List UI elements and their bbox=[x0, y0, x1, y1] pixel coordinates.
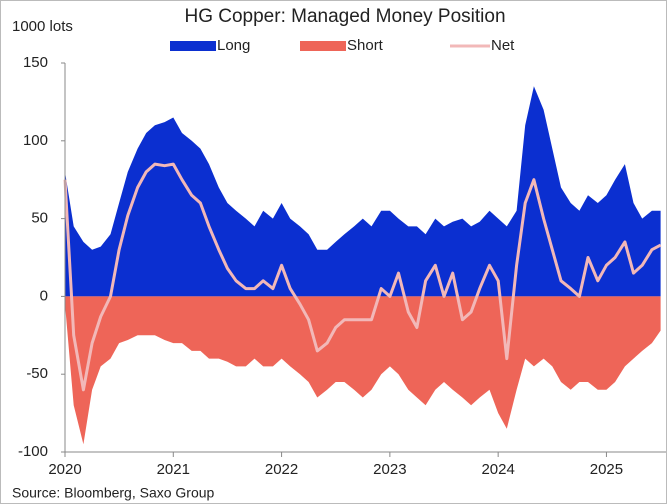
x-tick-label: 2022 bbox=[265, 461, 298, 478]
legend-label: Short bbox=[347, 37, 384, 54]
chart-title: HG Copper: Managed Money Position bbox=[184, 6, 505, 27]
legend-swatch bbox=[300, 41, 346, 51]
legend-label: Long bbox=[217, 37, 250, 54]
x-tick-label: 2021 bbox=[157, 461, 190, 478]
x-tick-label: 2025 bbox=[590, 461, 623, 478]
legend-swatch bbox=[170, 41, 216, 51]
line bbox=[63, 162, 662, 392]
y-tick-label: 0 bbox=[40, 287, 48, 304]
plot bbox=[65, 86, 661, 445]
area bbox=[65, 296, 661, 445]
y-tick-label: 50 bbox=[31, 210, 48, 227]
area bbox=[65, 86, 661, 297]
x-tick-label: 2023 bbox=[373, 461, 406, 478]
source: Source: Bloomberg, Saxo Group bbox=[12, 485, 215, 501]
legend-label: Net bbox=[491, 37, 515, 54]
y-tick-label: 150 bbox=[23, 54, 48, 71]
y-tick-label: -100 bbox=[18, 443, 48, 460]
y-tick-label: -50 bbox=[26, 365, 48, 382]
y-tick-label: 100 bbox=[23, 132, 48, 149]
x-tick-label: 2024 bbox=[481, 461, 514, 478]
x-tick-label: 2020 bbox=[48, 461, 81, 478]
y-axis-label: 1000 lots bbox=[12, 18, 73, 35]
